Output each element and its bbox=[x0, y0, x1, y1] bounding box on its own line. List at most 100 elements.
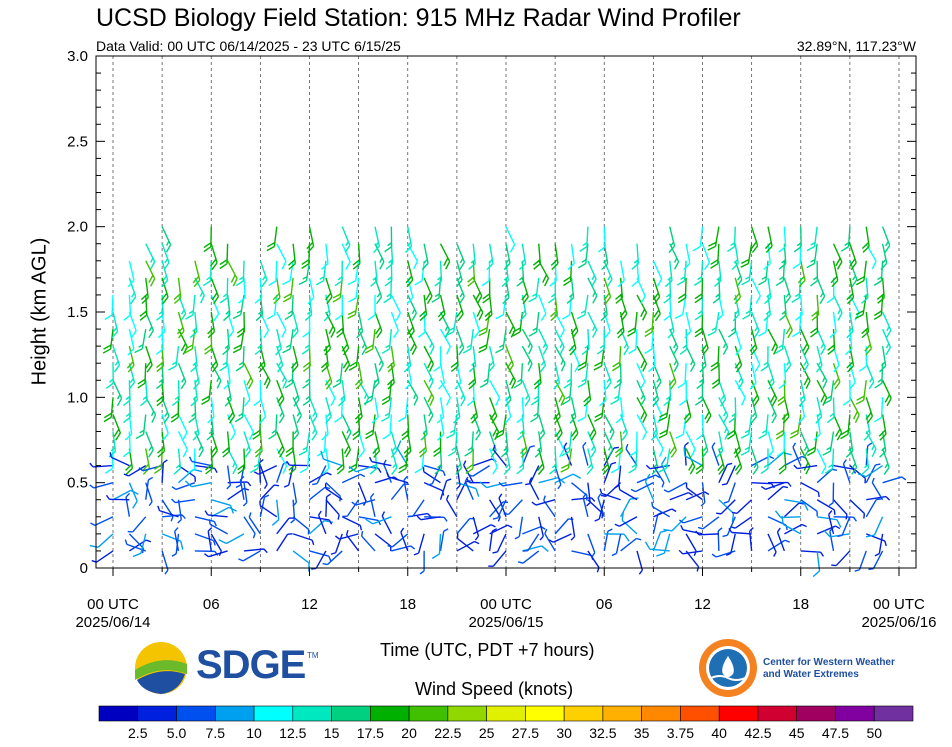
barb-flag bbox=[658, 467, 667, 473]
barb-shaft bbox=[161, 226, 172, 246]
wind-barb bbox=[603, 277, 612, 305]
barb-shaft bbox=[309, 472, 328, 484]
barb-half-flag bbox=[503, 446, 508, 452]
barb-half-flag bbox=[181, 377, 185, 383]
barb-flag bbox=[176, 326, 184, 335]
barb-flag bbox=[653, 296, 661, 305]
wind-barb bbox=[398, 448, 409, 474]
barb-flag bbox=[336, 331, 344, 338]
barb-shaft bbox=[816, 550, 821, 571]
barb-flag bbox=[541, 545, 549, 552]
barb-shaft bbox=[125, 496, 131, 517]
barb-flag bbox=[842, 399, 851, 406]
wind-barb bbox=[492, 499, 507, 520]
barb-flag bbox=[822, 380, 828, 389]
barb-half-flag bbox=[208, 519, 211, 525]
barb-flag bbox=[478, 344, 488, 350]
wind-barb bbox=[243, 516, 256, 539]
wind-barb bbox=[472, 311, 481, 339]
wind-barb bbox=[325, 499, 340, 520]
wind-barb bbox=[286, 460, 310, 467]
barb-shaft bbox=[178, 465, 196, 478]
wind-barb bbox=[364, 328, 376, 354]
wind-barb bbox=[587, 533, 596, 558]
wind-barb bbox=[315, 260, 327, 286]
wind-barb bbox=[865, 397, 874, 424]
barb-half-flag bbox=[720, 394, 725, 400]
wind-barb bbox=[390, 311, 400, 339]
barb-flag bbox=[516, 416, 524, 424]
wind-barb bbox=[832, 499, 848, 520]
barb-shaft bbox=[784, 499, 805, 504]
barb-half-flag bbox=[492, 551, 498, 554]
barb-shaft bbox=[505, 311, 516, 331]
barb-shaft bbox=[276, 431, 285, 451]
barb-flag bbox=[155, 314, 164, 321]
wind-barb bbox=[358, 464, 382, 473]
barb-half-flag bbox=[704, 491, 710, 495]
barb-half-flag bbox=[328, 555, 332, 562]
barb-flag bbox=[476, 308, 482, 318]
barb-half-flag bbox=[656, 377, 661, 383]
barb-flag bbox=[232, 348, 242, 354]
barb-half-flag bbox=[877, 378, 883, 383]
barb-shaft bbox=[372, 328, 376, 350]
barb-flag bbox=[348, 467, 357, 474]
wind-barb bbox=[503, 448, 511, 475]
barb-flag bbox=[356, 331, 364, 339]
barb-flag bbox=[464, 450, 473, 457]
barb-flag bbox=[384, 246, 392, 253]
barb-flag bbox=[406, 279, 414, 288]
barb-flag bbox=[479, 327, 488, 333]
barb-half-flag bbox=[180, 309, 185, 315]
wind-barb bbox=[255, 294, 264, 322]
wind-barb bbox=[693, 260, 704, 286]
barb-shaft bbox=[276, 243, 287, 262]
barb-flag bbox=[334, 416, 343, 423]
wind-barb bbox=[145, 243, 156, 270]
barb-flag bbox=[228, 415, 236, 424]
barb-flag bbox=[540, 313, 547, 322]
barb-shaft bbox=[361, 535, 376, 552]
barb-shaft bbox=[698, 533, 719, 536]
barb-flag bbox=[640, 411, 646, 420]
barb-flag bbox=[272, 293, 280, 301]
barb-flag bbox=[601, 262, 609, 271]
wind-barb bbox=[173, 277, 182, 305]
wind-barb bbox=[423, 328, 435, 355]
barb-flag bbox=[352, 433, 361, 441]
barb-flag bbox=[727, 433, 736, 440]
barb-shaft bbox=[243, 516, 256, 534]
barb-flag bbox=[589, 428, 595, 437]
barb-flag bbox=[165, 244, 172, 253]
barb-flag bbox=[727, 429, 736, 436]
wind-barb bbox=[171, 498, 195, 504]
barb-shaft bbox=[243, 431, 252, 451]
barb-flag bbox=[727, 331, 736, 338]
barb-flag bbox=[829, 331, 837, 339]
barb-flag bbox=[694, 314, 703, 321]
barb-flag bbox=[257, 361, 265, 369]
barb-flag bbox=[862, 245, 870, 253]
barb-shaft bbox=[652, 397, 663, 416]
barb-shaft bbox=[538, 516, 544, 537]
barb-shaft bbox=[292, 482, 298, 503]
barb-flag bbox=[382, 395, 391, 402]
barb-flag bbox=[663, 399, 671, 407]
barb-half-flag bbox=[386, 472, 390, 478]
barb-shaft bbox=[800, 328, 810, 348]
barb-shaft bbox=[315, 550, 327, 569]
wind-barb bbox=[173, 448, 182, 475]
wind-barb bbox=[445, 494, 458, 518]
barb-shaft bbox=[243, 482, 248, 503]
wind-barb bbox=[778, 226, 787, 253]
barb-shaft bbox=[816, 328, 826, 348]
barb-shaft bbox=[748, 260, 753, 281]
wind-barb bbox=[873, 260, 884, 286]
barb-flag bbox=[387, 382, 395, 390]
barb-half-flag bbox=[488, 565, 494, 568]
barb-flag bbox=[572, 432, 579, 441]
wind-barb bbox=[290, 499, 296, 524]
barb-shaft bbox=[128, 328, 135, 349]
wind-barb bbox=[259, 484, 280, 501]
